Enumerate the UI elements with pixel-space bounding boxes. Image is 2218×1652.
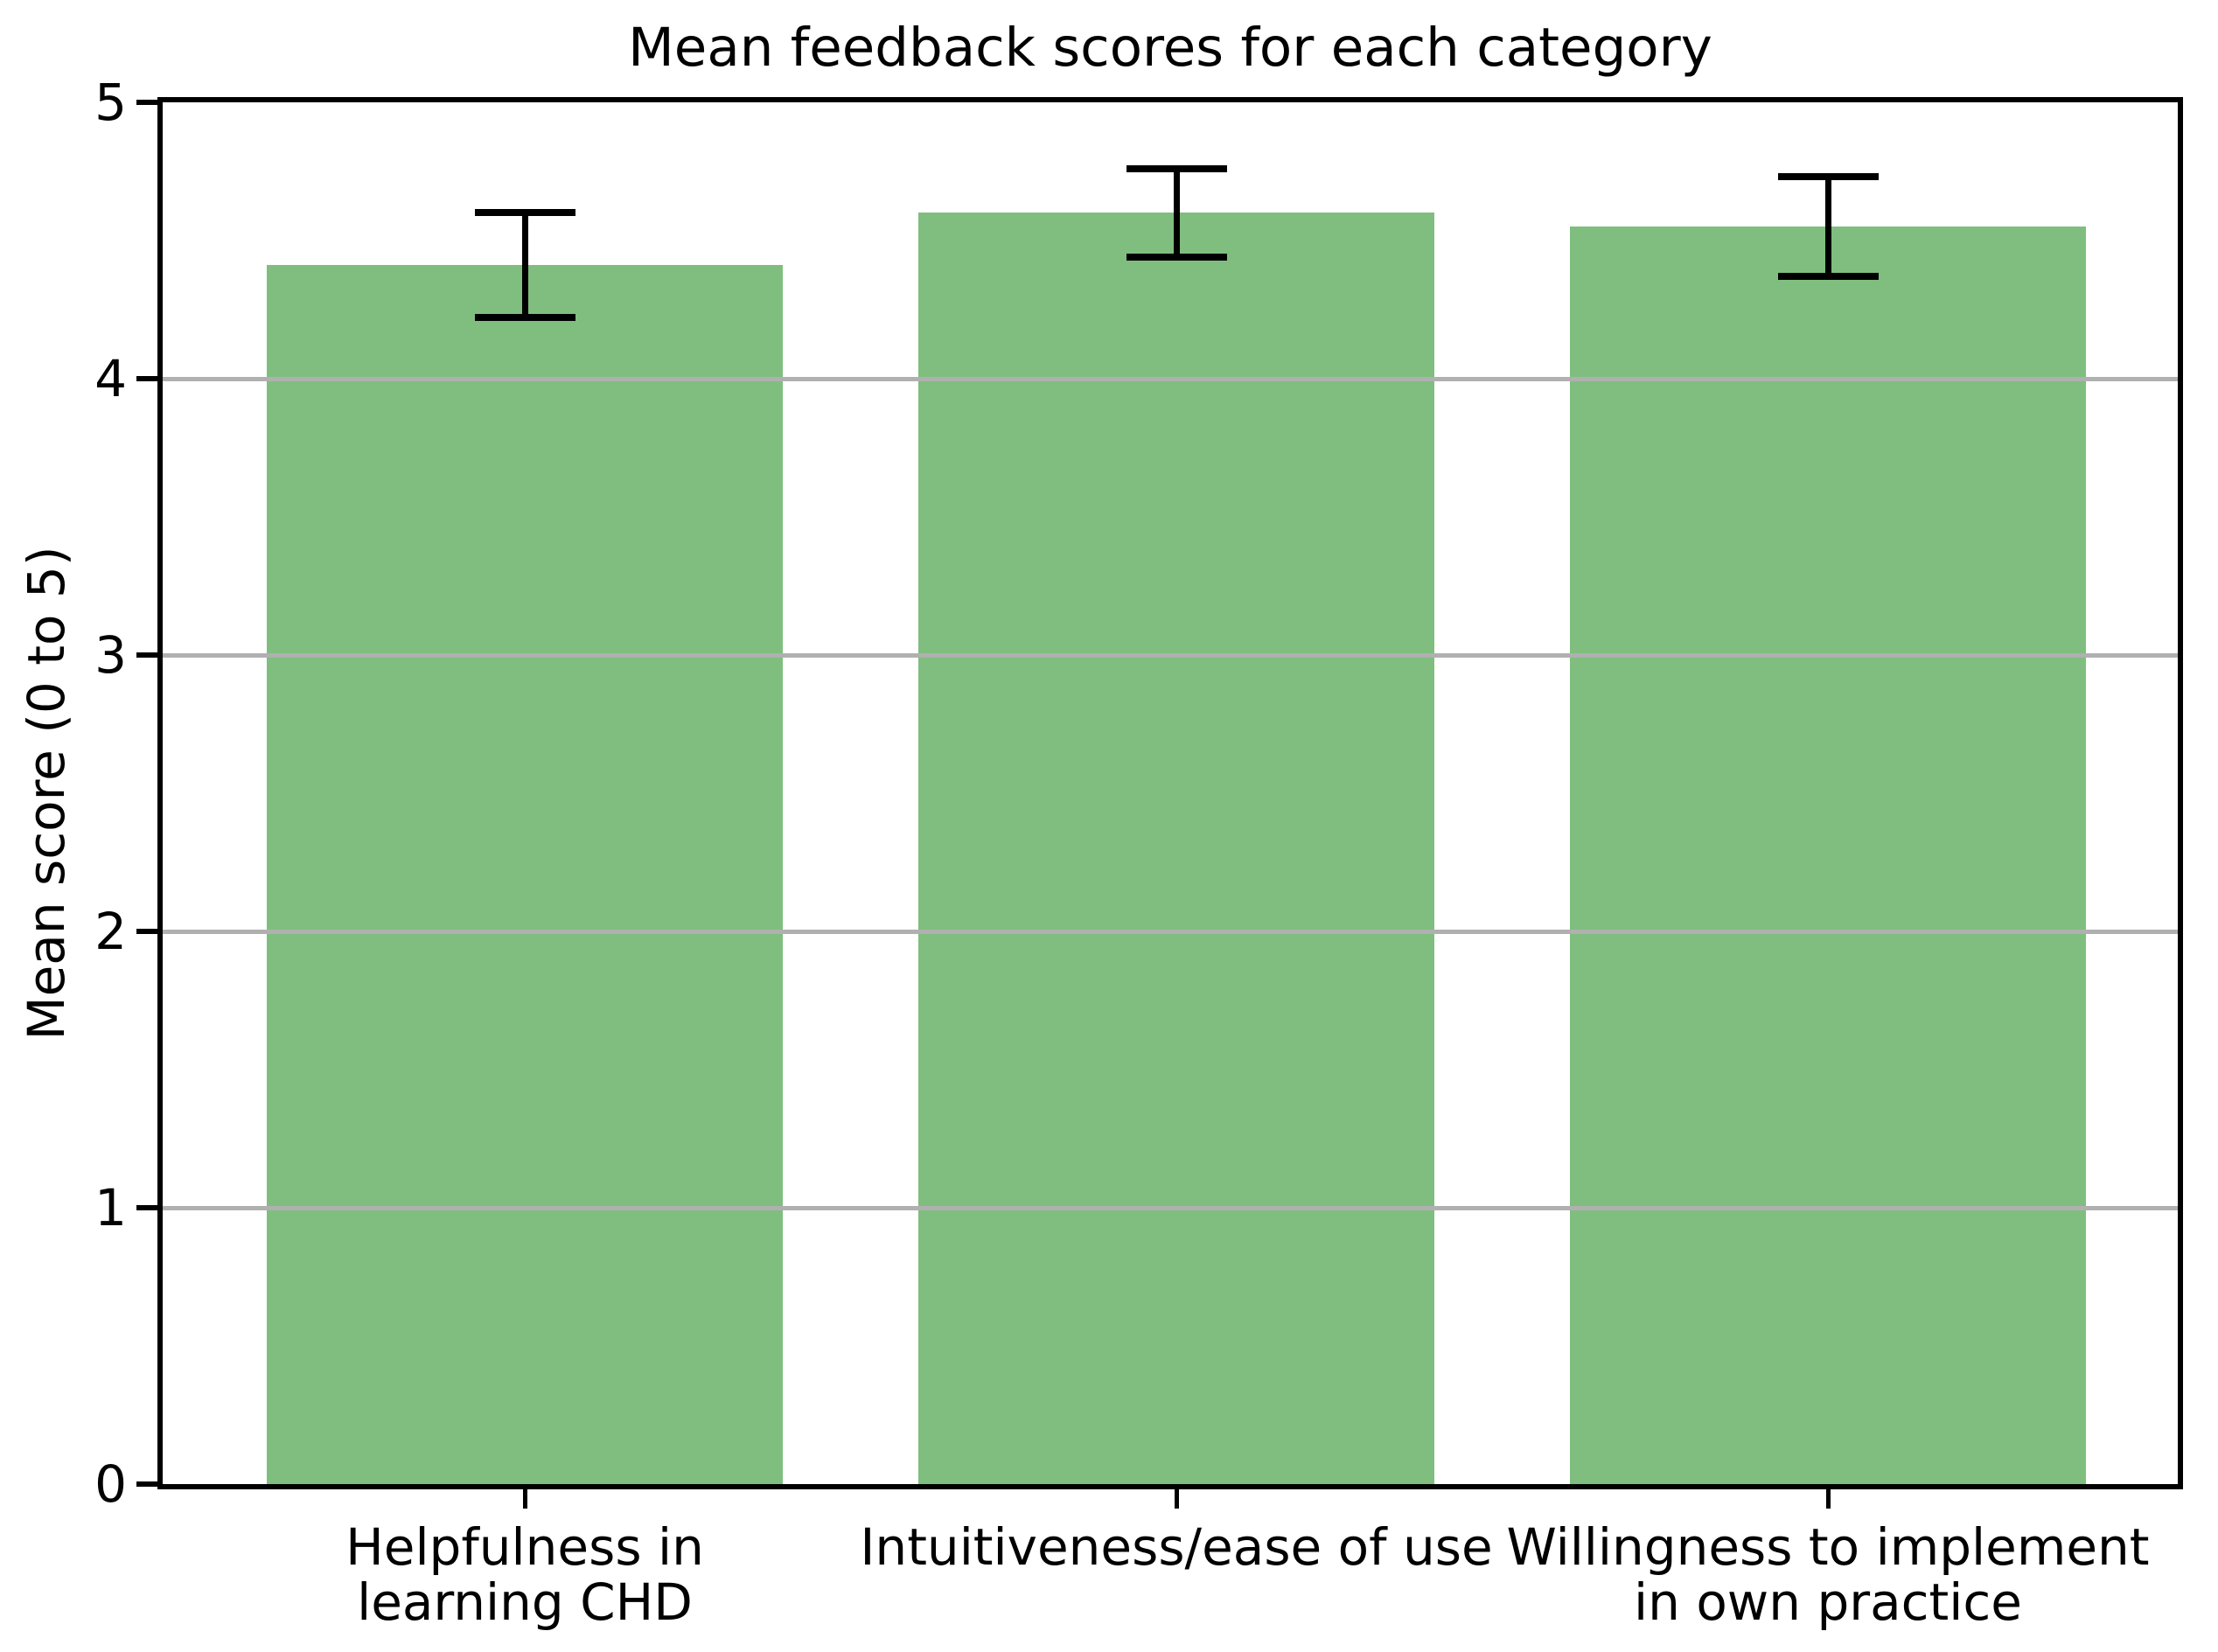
- y-tick-0: [136, 1481, 157, 1487]
- y-tick-label-0: 0: [94, 1454, 127, 1514]
- y-tick-4: [136, 376, 157, 381]
- error-bar-line-helpfulness-in-learning-chd: [521, 213, 528, 318]
- error-bar-line-intuitiveness-ease-of-use: [1173, 168, 1180, 257]
- bar-intuitiveness-ease-of-use: [918, 213, 1434, 1484]
- error-bar-cap-top-intuitiveness-ease-of-use: [1126, 164, 1227, 172]
- x-tick-label-willingness-to-implement-in-own-practice-line-2: in own practice: [1634, 1572, 2022, 1632]
- x-tick-label-intuitiveness-ease-of-use-line-1: Intuitiveness/ease of use: [860, 1517, 1493, 1577]
- gridline-y-4: [163, 377, 2178, 381]
- x-tick-willingness-to-implement-in-own-practice: [1826, 1489, 1831, 1509]
- x-tick-label-helpfulness-in-learning-chd-line-2: learning CHD: [357, 1572, 693, 1632]
- gridline-y-2: [163, 930, 2178, 934]
- gridline-y-3: [163, 653, 2178, 658]
- error-bar-cap-bottom-willingness-to-implement-in-own-practice: [1777, 273, 1879, 281]
- error-bar-cap-top-helpfulness-in-learning-chd: [474, 209, 575, 217]
- y-tick-label-2: 2: [94, 902, 127, 961]
- y-tick-5: [136, 100, 157, 105]
- plot-area: [157, 97, 2183, 1489]
- error-bar-cap-bottom-intuitiveness-ease-of-use: [1126, 253, 1227, 261]
- error-bar-cap-top-willingness-to-implement-in-own-practice: [1777, 173, 1879, 181]
- y-tick-2: [136, 929, 157, 934]
- gridline-y-1: [163, 1206, 2178, 1210]
- bar-helpfulness-in-learning-chd: [267, 265, 783, 1484]
- y-tick-3: [136, 652, 157, 658]
- y-tick-1: [136, 1205, 157, 1210]
- y-tick-label-4: 4: [94, 349, 127, 408]
- y-tick-label-5: 5: [94, 73, 127, 132]
- error-bar-line-willingness-to-implement-in-own-practice: [1824, 177, 1831, 277]
- y-tick-label-1: 1: [94, 1178, 127, 1237]
- x-tick-intuitiveness-ease-of-use: [1175, 1489, 1179, 1509]
- y-axis-label: Mean score (0 to 5): [17, 546, 76, 1041]
- x-tick-helpfulness-in-learning-chd: [523, 1489, 527, 1509]
- x-tick-label-helpfulness-in-learning-chd-line-1: Helpfulness in: [345, 1517, 704, 1577]
- error-bar-cap-bottom-helpfulness-in-learning-chd: [474, 314, 575, 322]
- bar-willingness-to-implement-in-own-practice: [1570, 227, 2086, 1484]
- chart-title: Mean feedback scores for each category: [628, 17, 1712, 79]
- x-tick-label-willingness-to-implement-in-own-practice-line-1: Willingness to implement: [1506, 1517, 2150, 1577]
- y-tick-label-3: 3: [94, 625, 127, 685]
